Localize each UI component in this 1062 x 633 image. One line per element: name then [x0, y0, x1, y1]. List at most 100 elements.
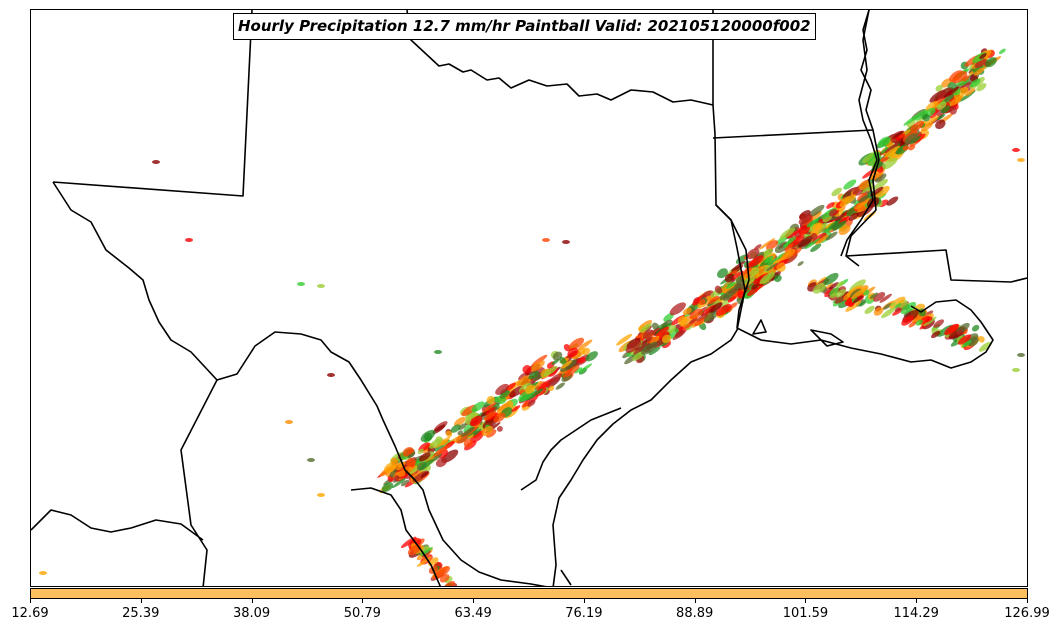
paintball-blob [781, 248, 796, 260]
paintball-blob [949, 96, 962, 106]
paintball-blob [424, 432, 433, 442]
paintball-blob [717, 268, 728, 279]
paintball-blob [797, 235, 814, 248]
texas-border [52, 10, 746, 586]
paintball-blob [698, 299, 706, 306]
paintball-blob [390, 457, 399, 466]
paintball-blob [940, 105, 950, 114]
paintball-blob [874, 185, 890, 198]
paintball-blob [689, 317, 698, 324]
paintball-blob [493, 412, 506, 423]
paintball-blob [694, 318, 705, 327]
paintball-blob [640, 323, 652, 333]
paintball-blob [562, 365, 580, 378]
paintball-blob [874, 173, 887, 183]
paintball-blob [873, 178, 888, 190]
precipitation-paintballs [39, 48, 1025, 586]
louisiana-border [715, 129, 1027, 329]
paintball-blob [511, 405, 521, 412]
paintball-blob [884, 145, 901, 158]
paintball-blob [974, 58, 987, 68]
paintball-blob [976, 83, 987, 92]
mexico-border [31, 379, 442, 586]
paintball-blob [498, 397, 507, 405]
paintball-blob [625, 340, 642, 353]
paintball-blob [397, 466, 412, 478]
paintball-blob [845, 300, 862, 312]
paintball-blob [774, 274, 782, 283]
paintball-blob [648, 346, 661, 356]
paintball-blob [884, 142, 900, 153]
paintball-blob [433, 566, 451, 580]
paintball-blob [542, 238, 550, 242]
paintball-blob [297, 282, 305, 286]
colorbar-tick-label: 76.19 [565, 606, 603, 621]
paintball-blob [839, 194, 857, 207]
paintball-blob [970, 78, 981, 88]
paintball-blob [962, 340, 972, 348]
paintball-blob [568, 337, 585, 351]
paintball-blob [531, 388, 544, 397]
paintball-blob [879, 293, 892, 303]
paintball-blob [904, 133, 918, 144]
paintball-blob [433, 445, 450, 457]
map-canvas [31, 10, 1027, 586]
paintball-blob [483, 411, 496, 421]
paintball-blob [764, 255, 774, 264]
paintball-blob [967, 336, 979, 347]
colorbar-tick [30, 599, 31, 603]
paintball-blob [858, 301, 867, 307]
paintball-blob [152, 160, 160, 164]
paintball-blob [434, 350, 442, 354]
paintball-blob [944, 323, 959, 336]
paintball-blob [471, 401, 485, 413]
colorbar-tick [694, 599, 696, 603]
paintball-blob [758, 238, 776, 250]
paintball-blob [843, 179, 857, 190]
paintball-blob [419, 452, 431, 462]
paintball-blob [672, 330, 686, 341]
paintball-blob [727, 296, 737, 303]
colorbar-tick [805, 599, 807, 603]
paintball-blob [560, 359, 577, 373]
paintball-blob [682, 307, 692, 316]
paintball-blob [420, 471, 430, 478]
paintball-blob [464, 412, 480, 425]
paintball-blob [285, 420, 293, 424]
paintball-blob [1012, 148, 1020, 152]
paintball-blob [953, 86, 969, 99]
paintball-blob [663, 313, 674, 322]
paintball-blob [633, 343, 648, 355]
paintball-blob [559, 356, 567, 366]
paintball-blob [482, 402, 497, 413]
paintball-blob [985, 57, 997, 68]
paintball-blob [577, 339, 593, 351]
paintball-blob [952, 71, 968, 84]
paintball-blob [528, 370, 539, 380]
paintball-blob [429, 438, 442, 449]
paintball-blob [445, 430, 453, 438]
paintball-blob [807, 204, 825, 218]
paintball-blob [965, 88, 976, 96]
paintball-blob [747, 286, 760, 297]
paintball-blob [810, 232, 818, 240]
paintball-blob [877, 136, 891, 148]
colorbar-tick-label: 101.59 [782, 606, 829, 621]
paintball-blob [585, 351, 598, 362]
paintball-blob [443, 581, 456, 586]
paintball-blob [759, 272, 775, 284]
paintball-blob [496, 425, 503, 432]
louisiana-coast [736, 299, 994, 369]
paintball-blob [858, 194, 869, 204]
paintball-blob [798, 213, 812, 225]
paintball-blob [869, 292, 879, 299]
map-panel[interactable] [30, 9, 1028, 587]
paintball-blob [948, 106, 957, 115]
paintball-blob [892, 130, 904, 139]
paintball-blob [689, 308, 703, 320]
paintball-blob [307, 458, 315, 462]
paintball-blob [703, 310, 719, 323]
paintball-blob [525, 384, 536, 394]
paintball-blob [886, 196, 899, 206]
paintball-blob [470, 415, 483, 427]
